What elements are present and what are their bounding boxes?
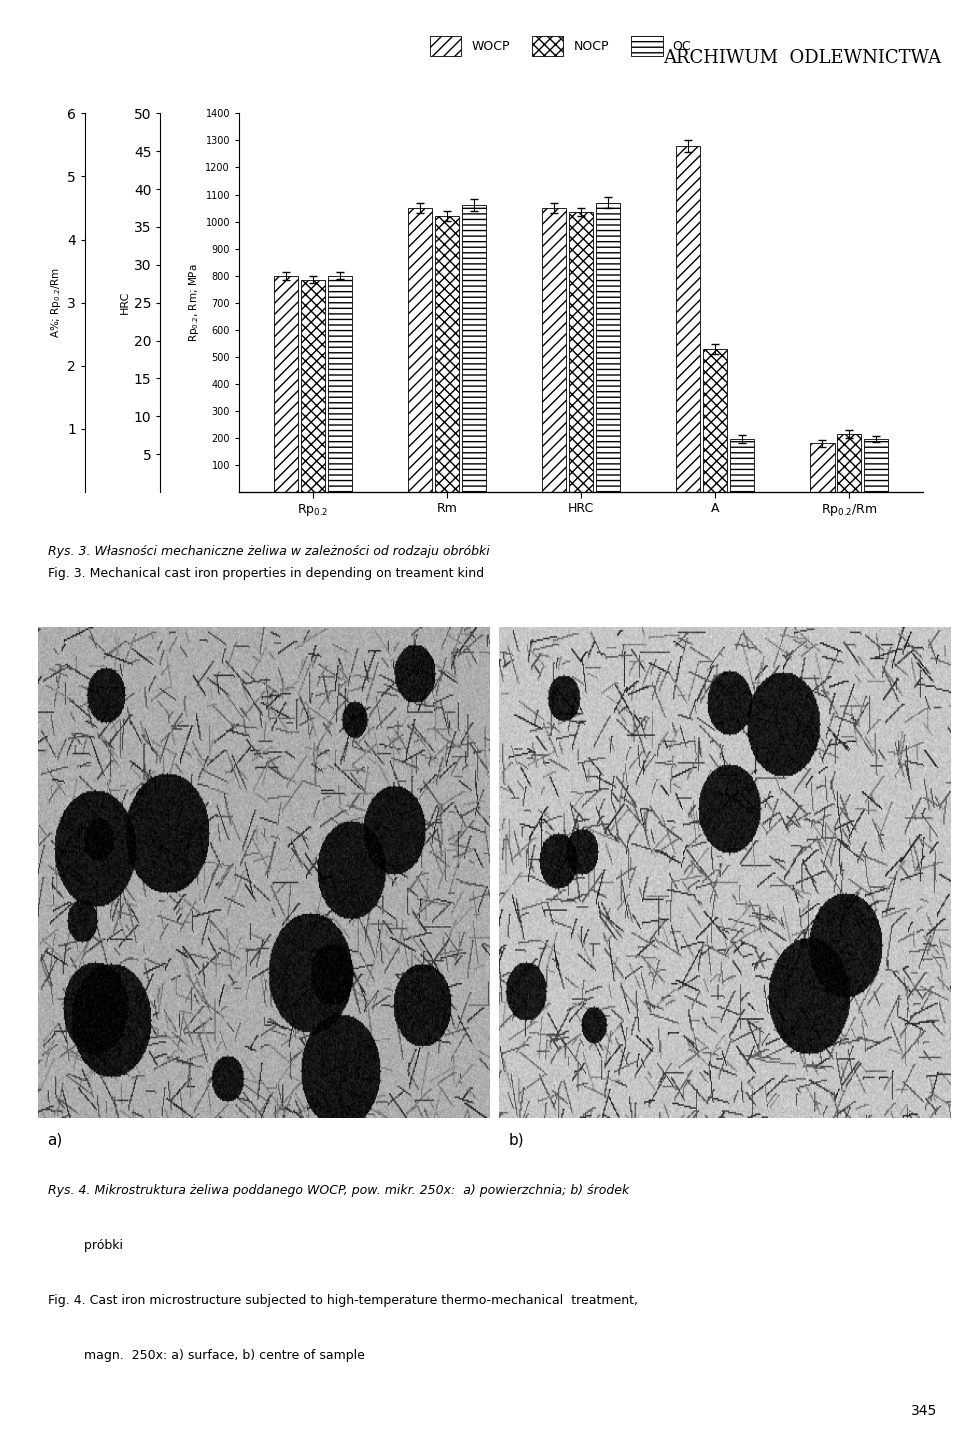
Text: a): a) — [47, 1132, 62, 1148]
Bar — [730, 439, 754, 492]
Text: 345: 345 — [910, 1404, 937, 1419]
Bar — [810, 444, 834, 492]
Bar — [596, 202, 620, 492]
Bar — [327, 275, 351, 492]
Bar — [462, 205, 486, 492]
Bar — [435, 217, 459, 492]
Text: magn.  250x: a) surface, b) centre of sample: magn. 250x: a) surface, b) centre of sam… — [47, 1349, 365, 1362]
Text: b): b) — [508, 1132, 524, 1148]
Text: ARCHIWUM  ODLEWNICTWA: ARCHIWUM ODLEWNICTWA — [663, 48, 941, 67]
Bar — [837, 434, 861, 492]
Legend: WOCP, NOCP, OC: WOCP, NOCP, OC — [430, 36, 691, 55]
Bar — [703, 349, 728, 492]
Bar — [676, 146, 701, 492]
Y-axis label: Rp$_{0.2}$, Rm; MPa: Rp$_{0.2}$, Rm; MPa — [187, 263, 202, 342]
Bar — [542, 208, 566, 492]
Bar — [274, 275, 298, 492]
Y-axis label: HRC: HRC — [120, 291, 130, 314]
Text: próbki: próbki — [47, 1240, 123, 1253]
Bar — [569, 212, 593, 492]
Text: Rys. 3. Własności mechaniczne żeliwa w zależności od rodzaju obróbki: Rys. 3. Własności mechaniczne żeliwa w z… — [47, 546, 490, 559]
Bar — [864, 439, 888, 492]
Y-axis label: A%; Rp$_{0.2}$/Rm: A%; Rp$_{0.2}$/Rm — [49, 268, 63, 338]
Text: Fig. 4. Cast iron microstructure subjected to high-temperature thermo-mechanical: Fig. 4. Cast iron microstructure subject… — [47, 1293, 637, 1307]
Bar — [300, 279, 324, 492]
Text: Rys. 4. Mikrostruktura żeliwa poddanego WOCP, pow. mikr. 250x:  a) powierzchnia;: Rys. 4. Mikrostruktura żeliwa poddanego … — [47, 1184, 629, 1197]
Bar — [408, 208, 432, 492]
Text: Fig. 3. Mechanical cast iron properties in depending on treament kind: Fig. 3. Mechanical cast iron properties … — [47, 567, 484, 581]
